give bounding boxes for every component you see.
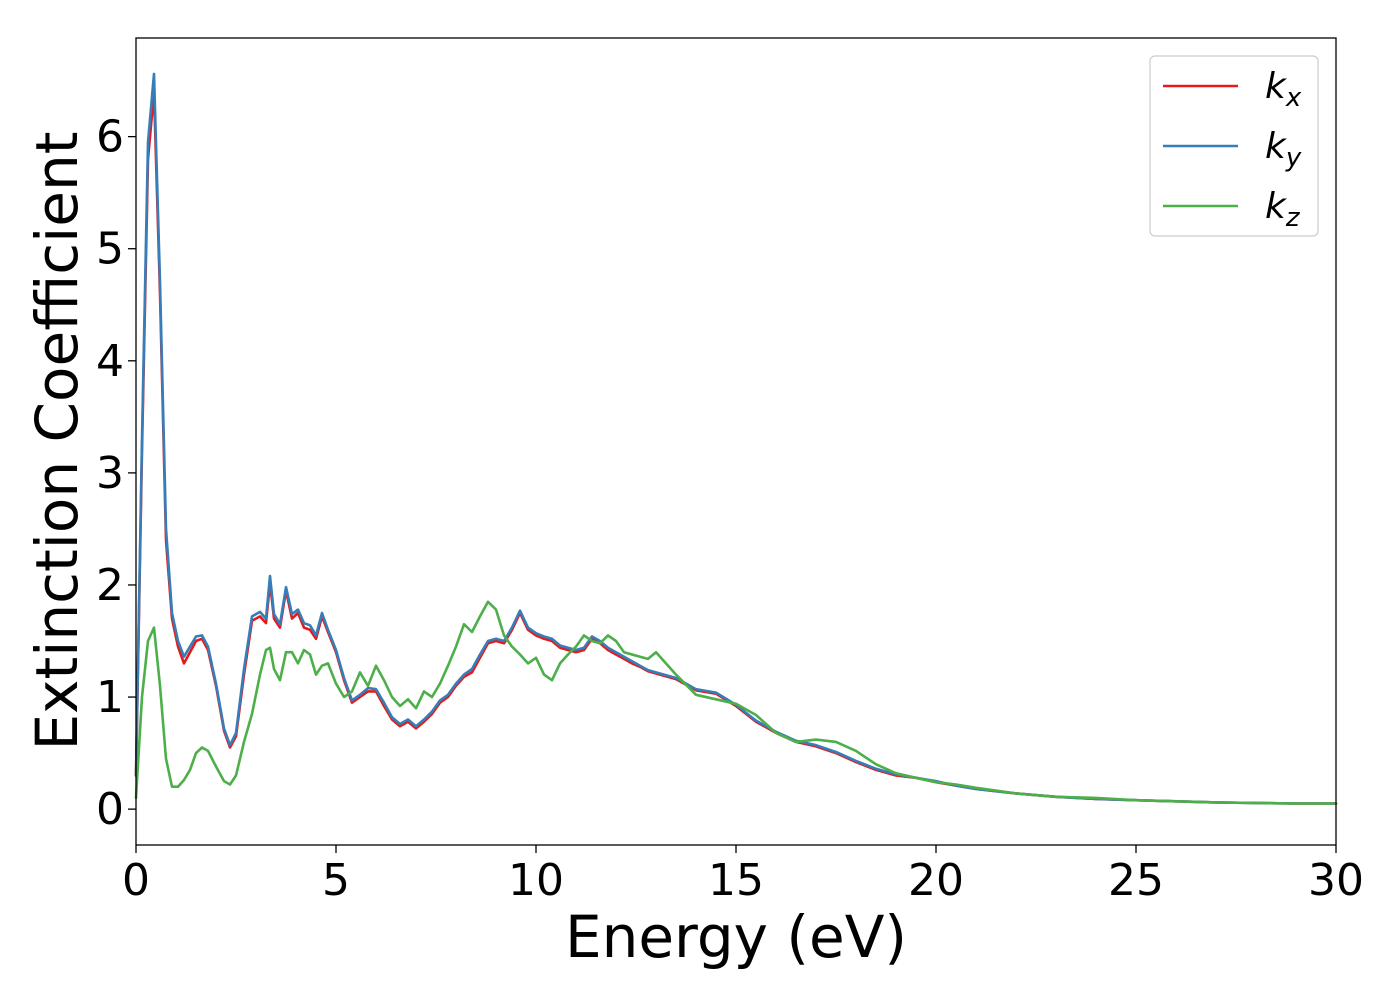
- x-tick-label: 0: [122, 855, 150, 906]
- x-tick-label: 25: [1108, 855, 1164, 906]
- y-tick-label: 4: [96, 336, 124, 387]
- y-tick-label: 5: [96, 224, 124, 275]
- legend-label-z: kz: [1265, 186, 1301, 233]
- y-tick-label: 1: [96, 672, 124, 723]
- x-axis-title: Energy (eV): [565, 903, 907, 971]
- y-axis-title: Extinction Coefficient: [23, 132, 91, 751]
- legend-label-y: ky: [1265, 126, 1302, 173]
- series-line-z: [134, 600, 1338, 805]
- legend-label-x: kx: [1265, 66, 1302, 113]
- x-axis-ticks: 0 5 10 15 20 25 30: [122, 845, 1364, 906]
- y-tick-label: 2: [96, 560, 124, 611]
- x-tick-label: 5: [322, 855, 350, 906]
- x-tick-label: 20: [908, 855, 964, 906]
- y-tick-label: 0: [96, 784, 124, 835]
- y-tick-label: 3: [96, 448, 124, 499]
- plot-lines: [134, 72, 1338, 805]
- x-tick-label: 15: [708, 855, 764, 906]
- x-tick-label: 10: [508, 855, 564, 906]
- x-tick-label: 30: [1308, 855, 1364, 906]
- y-axis-ticks: 0 1 2 3 4 5 6: [96, 112, 136, 835]
- legend: kx ky kz: [1149, 55, 1319, 237]
- y-tick-label: 6: [96, 112, 124, 163]
- series-line-y: [134, 72, 1338, 805]
